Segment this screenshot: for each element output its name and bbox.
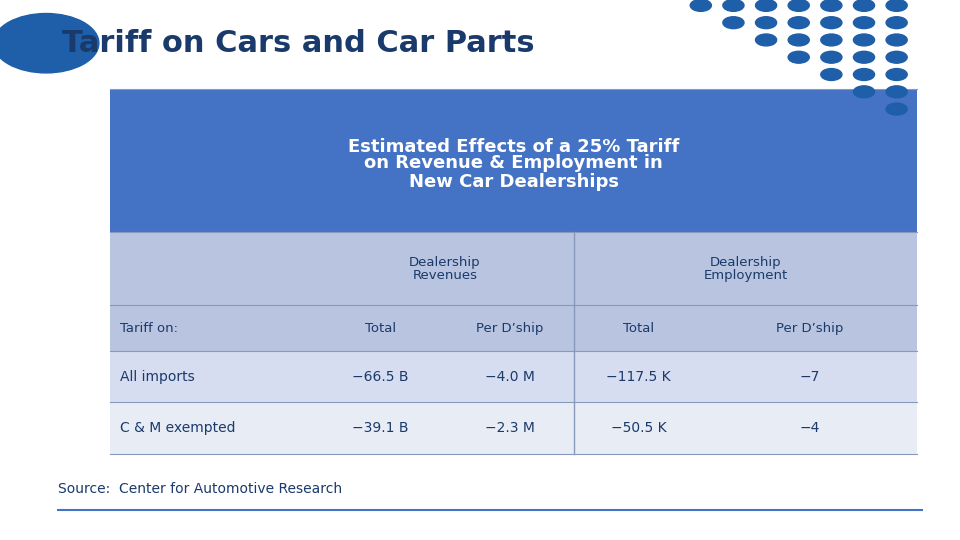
Text: All imports: All imports (120, 370, 195, 383)
Text: on Revenue & Employment in: on Revenue & Employment in (364, 154, 663, 172)
Text: −66.5 B: −66.5 B (352, 370, 409, 383)
Text: Per D’ship: Per D’ship (476, 321, 543, 335)
Text: −39.1 B: −39.1 B (352, 421, 409, 435)
Text: Dealership: Dealership (709, 255, 781, 269)
Text: Employment: Employment (704, 268, 787, 282)
Text: Tariff on Cars and Car Parts: Tariff on Cars and Car Parts (62, 29, 535, 58)
Text: Total: Total (365, 321, 396, 335)
Text: C & M exempted: C & M exempted (120, 421, 235, 435)
Text: Per D’ship: Per D’ship (777, 321, 844, 335)
Text: Revenues: Revenues (413, 268, 477, 282)
Text: −117.5 K: −117.5 K (607, 370, 671, 383)
Text: Total: Total (623, 321, 654, 335)
Text: −4.0 M: −4.0 M (485, 370, 535, 383)
Text: Estimated Effects of a 25% Tariff: Estimated Effects of a 25% Tariff (348, 138, 680, 156)
Text: Source:  Center for Automotive Research: Source: Center for Automotive Research (58, 482, 342, 496)
Text: New Car Dealerships: New Car Dealerships (409, 173, 618, 191)
Text: −2.3 M: −2.3 M (485, 421, 535, 435)
Text: −50.5 K: −50.5 K (611, 421, 666, 435)
Text: −4: −4 (800, 421, 820, 435)
Text: Dealership: Dealership (409, 255, 481, 269)
Text: Tariff on:: Tariff on: (120, 321, 178, 335)
Text: −7: −7 (800, 370, 820, 383)
